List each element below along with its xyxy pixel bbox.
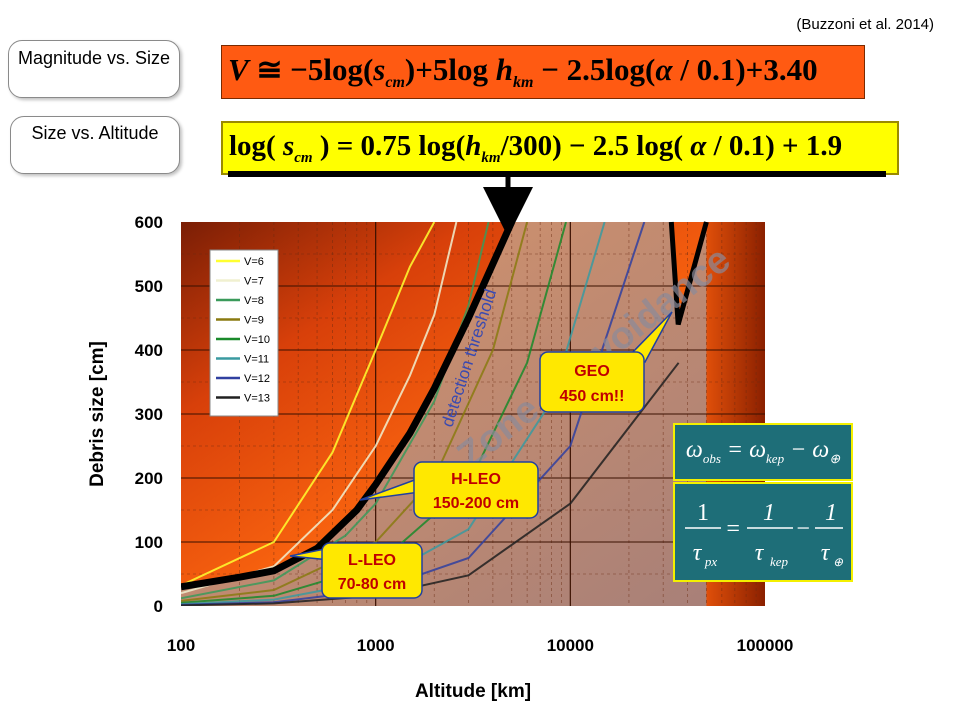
omega-equation-box: ωobs = ωkep − ω⊕: [673, 423, 853, 481]
legend-label: V=6: [244, 256, 264, 268]
y-tick-label: 500: [135, 277, 163, 296]
legend-label: V=7: [244, 276, 264, 288]
annotation-lleo-value: 70-80 cm: [338, 576, 407, 593]
legend-box: [209, 249, 279, 417]
annotation-geo-value: 450 cm!!: [560, 388, 625, 405]
y-axis-ticks: 0 100 200 300 400 500 600: [135, 213, 163, 616]
annotation-hleo: H-LEO 150-200 cm: [359, 461, 539, 519]
svg-text:τ: τ: [693, 540, 703, 566]
svg-text:kep: kep: [770, 554, 789, 569]
svg-text:px: px: [704, 554, 718, 569]
geo-threshold-line: [668, 221, 709, 326]
x-tick-label: 100: [167, 636, 195, 655]
tau-equation: 1 τ px = 1 τ kep − 1 τ ⊕: [685, 500, 844, 569]
y-tick-label: 0: [154, 597, 163, 616]
series-line-v-8: [181, 222, 490, 600]
annotation-lleo-label: L-LEO: [348, 552, 396, 569]
annotation-geo: GEO 450 cm!!: [539, 311, 673, 413]
y-tick-label: 200: [135, 469, 163, 488]
series-line-v-10: [181, 222, 567, 604]
series-line-v-6: [181, 222, 436, 587]
x-tick-label: 10000: [547, 636, 594, 655]
annotation-hleo-label: H-LEO: [451, 471, 501, 488]
legend-label: V=11: [244, 354, 269, 366]
y-axis-label: Debris size [cm]: [87, 341, 108, 487]
y-tick-label: 400: [135, 341, 163, 360]
y-tick-label: 600: [135, 213, 163, 232]
x-axis-label: Altitude [km]: [415, 681, 531, 702]
svg-text:−: −: [795, 516, 811, 542]
x-tick-label: 1000: [357, 636, 395, 655]
y-tick-label: 300: [135, 405, 163, 424]
svg-text:τ: τ: [821, 540, 831, 566]
size-altitude-callout: Size vs. Altitude: [10, 116, 180, 174]
legend-label: V=10: [244, 334, 270, 346]
svg-text:τ: τ: [755, 540, 765, 566]
legend-label: V=12: [244, 373, 270, 385]
size-altitude-callout-text: Size vs. Altitude: [31, 123, 159, 143]
annotation-geo-label: GEO: [574, 363, 610, 380]
size-formula-text: log( scm ) = 0.75 log(hkm/300) − 2.5 log…: [229, 129, 843, 166]
y-tick-label: 100: [135, 533, 163, 552]
svg-text:1: 1: [697, 500, 709, 526]
magnitude-formula-text: V ≅ −5log(scm)+5log hkm − 2.5log(α / 0.1…: [228, 51, 818, 92]
legend-label: V=8: [244, 295, 264, 307]
series-line-v-9: [181, 222, 529, 602]
svg-text:⊕: ⊕: [833, 555, 844, 569]
legend-label: V=13: [244, 393, 270, 405]
legend: V=6 V=7 V=8 V=9 V=10 V=11 V=12 V=13: [209, 249, 279, 417]
legend-label: V=9: [244, 315, 264, 327]
formula-shadow-bar: [228, 171, 886, 177]
magnitude-formula: V ≅ −5log(scm)+5log hkm − 2.5log(α / 0.1…: [221, 45, 865, 99]
tau-equation-box: 1 τ px = 1 τ kep − 1 τ ⊕: [673, 482, 853, 582]
magnitude-size-callout-text: Magnitude vs. Size: [17, 48, 171, 68]
annotation-lleo: L-LEO 70-80 cm: [289, 542, 423, 599]
citation: (Buzzoni et al. 2014): [796, 16, 934, 33]
omega-equation: ωobs = ωkep − ω⊕: [685, 437, 841, 466]
series-line-v-7: [181, 222, 458, 595]
size-formula: log( scm ) = 0.75 log(hkm/300) − 2.5 log…: [221, 121, 899, 175]
annotation-hleo-value: 150-200 cm: [433, 495, 519, 512]
x-axis-ticks: 100 1000 10000 100000: [167, 636, 794, 655]
svg-text:1: 1: [763, 500, 775, 526]
svg-text:1: 1: [825, 500, 837, 526]
magnitude-size-callout: Magnitude vs. Size: [8, 40, 180, 98]
x-tick-label: 100000: [737, 636, 794, 655]
svg-text:=: =: [725, 516, 741, 542]
